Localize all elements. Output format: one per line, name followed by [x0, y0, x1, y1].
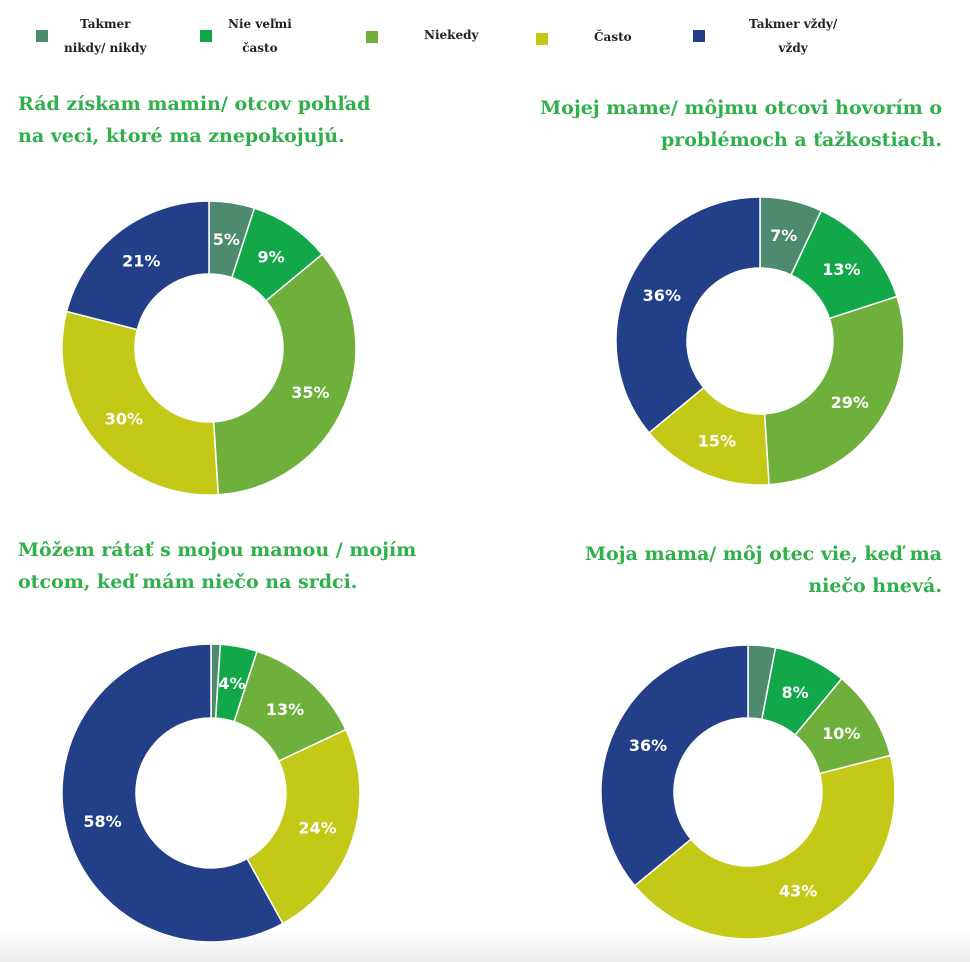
legend-swatch — [36, 30, 48, 42]
chart-title-2: Mojej mame/ môjmu otcovi hovorím o probl… — [540, 92, 942, 156]
slice-data-label: 36% — [629, 736, 667, 755]
chart-title-3: Môžem rátať s mojou mamou / mojím otcom,… — [18, 534, 416, 598]
slice-data-label: 21% — [122, 252, 160, 271]
slice-data-label: 10% — [822, 724, 860, 743]
legend: Takmer nikdy/ nikdy Nie veľmi často Nieked… — [0, 0, 970, 80]
legend-swatch — [200, 30, 212, 42]
slice-data-label: 35% — [291, 383, 329, 402]
legend-label: Nie veľmi často — [228, 17, 292, 55]
donut-slice — [763, 295, 905, 486]
chart-title-line: Rád získam mamin/ otcov pohľad — [18, 93, 371, 115]
slice-data-label: 13% — [822, 260, 860, 279]
legend-item-takmer-vzdy: Takmer vždy/vždy — [693, 12, 837, 60]
slice-data-label: 15% — [698, 432, 736, 451]
chart-title-line: otcom, keď mám niečo na srdci. — [18, 571, 358, 593]
chart-title-1: Rád získam mamin/ otcov pohľad na veci, … — [18, 88, 370, 152]
legend-item-nie-velmi-casto: Nie veľmi často — [200, 12, 292, 60]
donut-slice — [61, 310, 220, 496]
slice-data-label: 5% — [213, 230, 240, 249]
donut-slice — [633, 754, 896, 940]
donut-slice — [65, 200, 210, 331]
slice-data-label: 4% — [218, 674, 245, 693]
legend-label: Niekedy — [424, 28, 479, 42]
chart-title-line: Moja mama/ môj otec vie, keď ma — [584, 543, 942, 565]
donut-chart-2: 7% 13% 29% 15% 36% — [615, 196, 905, 486]
slice-data-label: 58% — [83, 812, 121, 831]
bottom-shade — [0, 930, 970, 962]
chart-title-4: Moja mama/ môj otec vie, keď ma niečo hn… — [585, 538, 942, 602]
slice-data-label: 30% — [105, 409, 143, 428]
donut-slice — [61, 643, 284, 943]
legend-item-takmer-nikdy: Takmer nikdy/ nikdy — [36, 12, 146, 60]
legend-swatch — [366, 31, 378, 43]
legend-label: Takmer vždy/vždy — [749, 17, 838, 55]
legend-item-niekedy: Niekedy — [366, 23, 478, 47]
donut-chart-4: 8% 10% 43% 36% — [600, 644, 896, 940]
legend-label: Takmer nikdy/ nikdy — [64, 17, 147, 55]
donut-chart-3: 4% 13% 24% 58% — [61, 643, 361, 943]
donut-slice — [212, 253, 357, 496]
donut-slice — [246, 728, 361, 925]
slice-data-label: 9% — [258, 248, 285, 267]
chart-title-line: na veci, ktoré ma znepokojujú. — [18, 125, 345, 147]
slice-data-label: 7% — [770, 226, 797, 245]
chart-title-line: niečo hnevá. — [808, 575, 942, 597]
legend-item-casto: Často — [536, 25, 632, 49]
legend-swatch — [693, 30, 705, 42]
slice-data-label: 36% — [643, 286, 681, 305]
chart-title-line: problémoch a ťažkostiach. — [661, 129, 942, 151]
slice-data-label: 13% — [266, 700, 304, 719]
chart-title-line: Mojej mame/ môjmu otcovi hovorím o — [540, 97, 942, 119]
donut-chart-1: 5% 9% 35% 30% 21% — [61, 200, 357, 496]
slice-data-label: 24% — [298, 819, 336, 838]
chart-title-line: Môžem rátať s mojou mamou / mojím — [18, 539, 417, 561]
donut-slice — [615, 196, 761, 434]
slice-data-label: 43% — [779, 881, 817, 900]
donut-slice — [600, 644, 749, 887]
slice-data-label: 29% — [831, 393, 869, 412]
legend-label: Často — [594, 30, 632, 44]
legend-swatch — [536, 33, 548, 45]
slice-data-label: 8% — [781, 683, 808, 702]
